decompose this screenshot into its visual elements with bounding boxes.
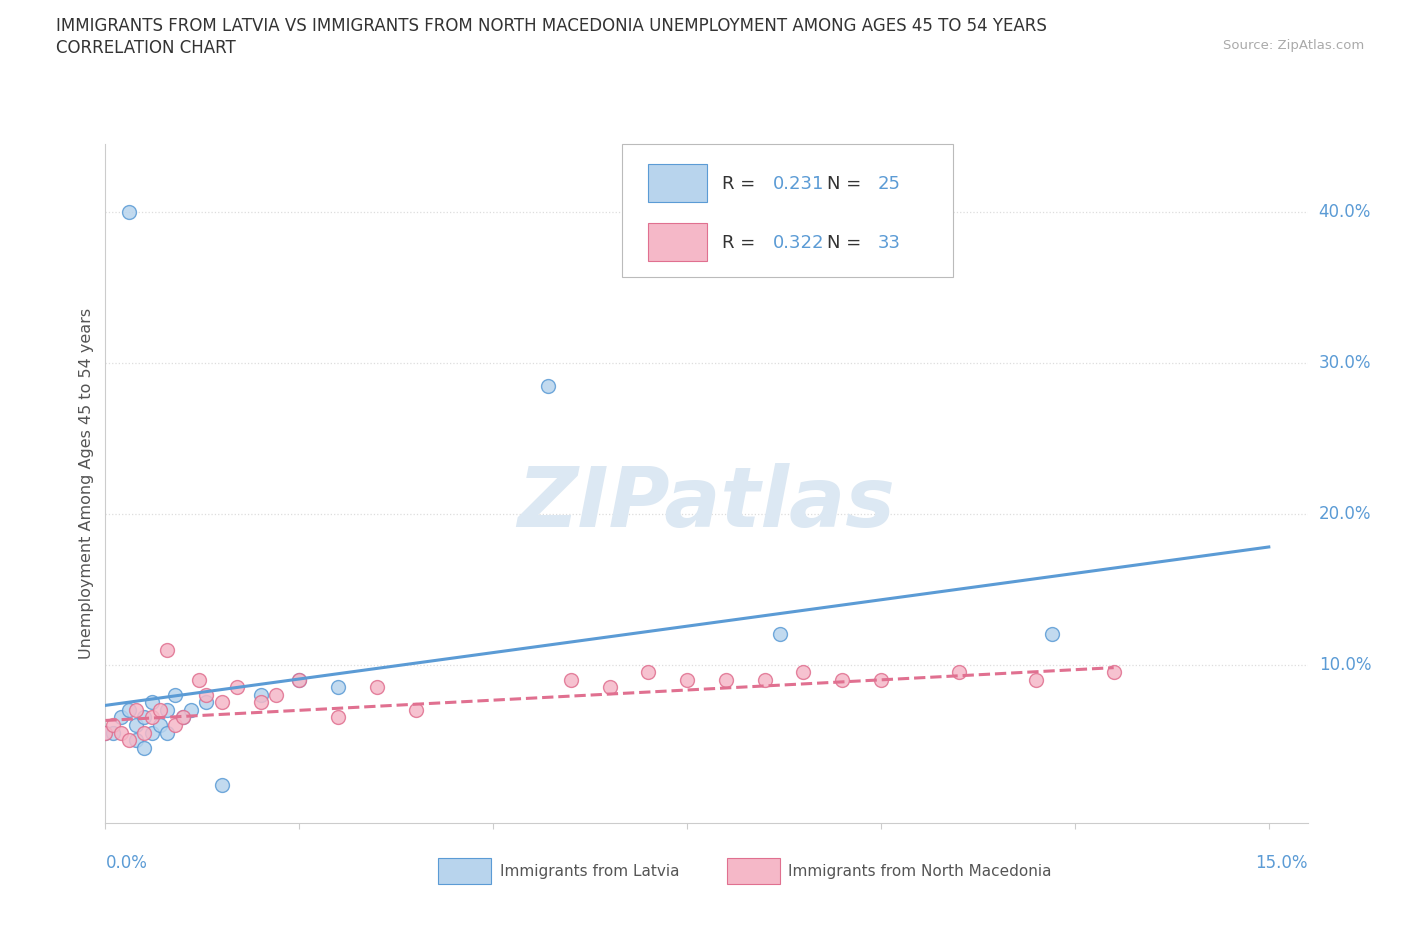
Point <box>792 665 814 680</box>
Point <box>141 725 163 740</box>
Point <box>326 710 349 724</box>
Point <box>172 710 194 724</box>
Text: 20.0%: 20.0% <box>1319 505 1371 523</box>
Point <box>676 672 699 687</box>
Point <box>125 733 148 748</box>
Point <box>110 725 132 740</box>
Text: 0.322: 0.322 <box>773 233 824 252</box>
Point <box>180 702 202 717</box>
Point <box>125 718 148 733</box>
Point <box>560 672 582 687</box>
Point <box>156 702 179 717</box>
Text: Immigrants from North Macedonia: Immigrants from North Macedonia <box>789 864 1052 879</box>
Text: 40.0%: 40.0% <box>1319 203 1371 221</box>
Y-axis label: Unemployment Among Ages 45 to 54 years: Unemployment Among Ages 45 to 54 years <box>79 308 94 659</box>
Point <box>118 702 141 717</box>
Point <box>134 740 156 755</box>
Text: 25: 25 <box>877 175 900 193</box>
Point <box>125 702 148 717</box>
Point <box>149 718 172 733</box>
Text: Immigrants from Latvia: Immigrants from Latvia <box>499 864 679 879</box>
Point <box>326 680 349 695</box>
Point <box>118 733 141 748</box>
Point <box>769 627 792 642</box>
Point <box>599 680 621 695</box>
Point <box>249 687 271 702</box>
Text: R =: R = <box>723 233 759 252</box>
Text: 30.0%: 30.0% <box>1319 354 1371 372</box>
Point <box>149 702 172 717</box>
FancyBboxPatch shape <box>623 144 953 276</box>
Text: CORRELATION CHART: CORRELATION CHART <box>56 39 236 57</box>
Point <box>536 379 558 393</box>
Text: 10.0%: 10.0% <box>1319 656 1371 673</box>
Point <box>405 702 427 717</box>
Text: IMMIGRANTS FROM LATVIA VS IMMIGRANTS FROM NORTH MACEDONIA UNEMPLOYMENT AMONG AGE: IMMIGRANTS FROM LATVIA VS IMMIGRANTS FRO… <box>56 17 1047 34</box>
Point <box>948 665 970 680</box>
Point <box>714 672 737 687</box>
Point <box>226 680 249 695</box>
Text: R =: R = <box>723 175 759 193</box>
FancyBboxPatch shape <box>439 858 491 884</box>
Point <box>1102 665 1125 680</box>
FancyBboxPatch shape <box>648 164 707 202</box>
Point <box>141 710 163 724</box>
Point <box>141 695 163 710</box>
Point <box>195 695 218 710</box>
Point <box>1040 627 1063 642</box>
Text: 15.0%: 15.0% <box>1256 854 1308 871</box>
Point <box>831 672 853 687</box>
Point <box>288 672 311 687</box>
Point <box>249 695 271 710</box>
Point <box>264 687 287 702</box>
Point <box>195 687 218 702</box>
Text: N =: N = <box>827 233 865 252</box>
Point <box>1025 672 1047 687</box>
Point <box>165 718 187 733</box>
Point <box>110 710 132 724</box>
Point <box>103 718 125 733</box>
Text: 0.0%: 0.0% <box>105 854 148 871</box>
Text: N =: N = <box>827 175 865 193</box>
Point <box>211 695 233 710</box>
Point <box>156 725 179 740</box>
Text: 33: 33 <box>877 233 900 252</box>
Text: ZIPatlas: ZIPatlas <box>517 463 896 544</box>
Point <box>94 725 117 740</box>
Point <box>156 642 179 657</box>
Point <box>134 725 156 740</box>
Point <box>94 725 117 740</box>
Point <box>637 665 659 680</box>
Point <box>172 710 194 724</box>
Point <box>118 205 141 219</box>
Point <box>366 680 388 695</box>
Point <box>870 672 893 687</box>
Text: Source: ZipAtlas.com: Source: ZipAtlas.com <box>1223 39 1364 52</box>
FancyBboxPatch shape <box>727 858 780 884</box>
Text: 0.231: 0.231 <box>773 175 824 193</box>
Point <box>134 710 156 724</box>
Point <box>754 672 776 687</box>
Point <box>187 672 209 687</box>
FancyBboxPatch shape <box>648 223 707 261</box>
Point <box>288 672 311 687</box>
Point <box>165 687 187 702</box>
Point <box>103 725 125 740</box>
Point <box>211 777 233 792</box>
